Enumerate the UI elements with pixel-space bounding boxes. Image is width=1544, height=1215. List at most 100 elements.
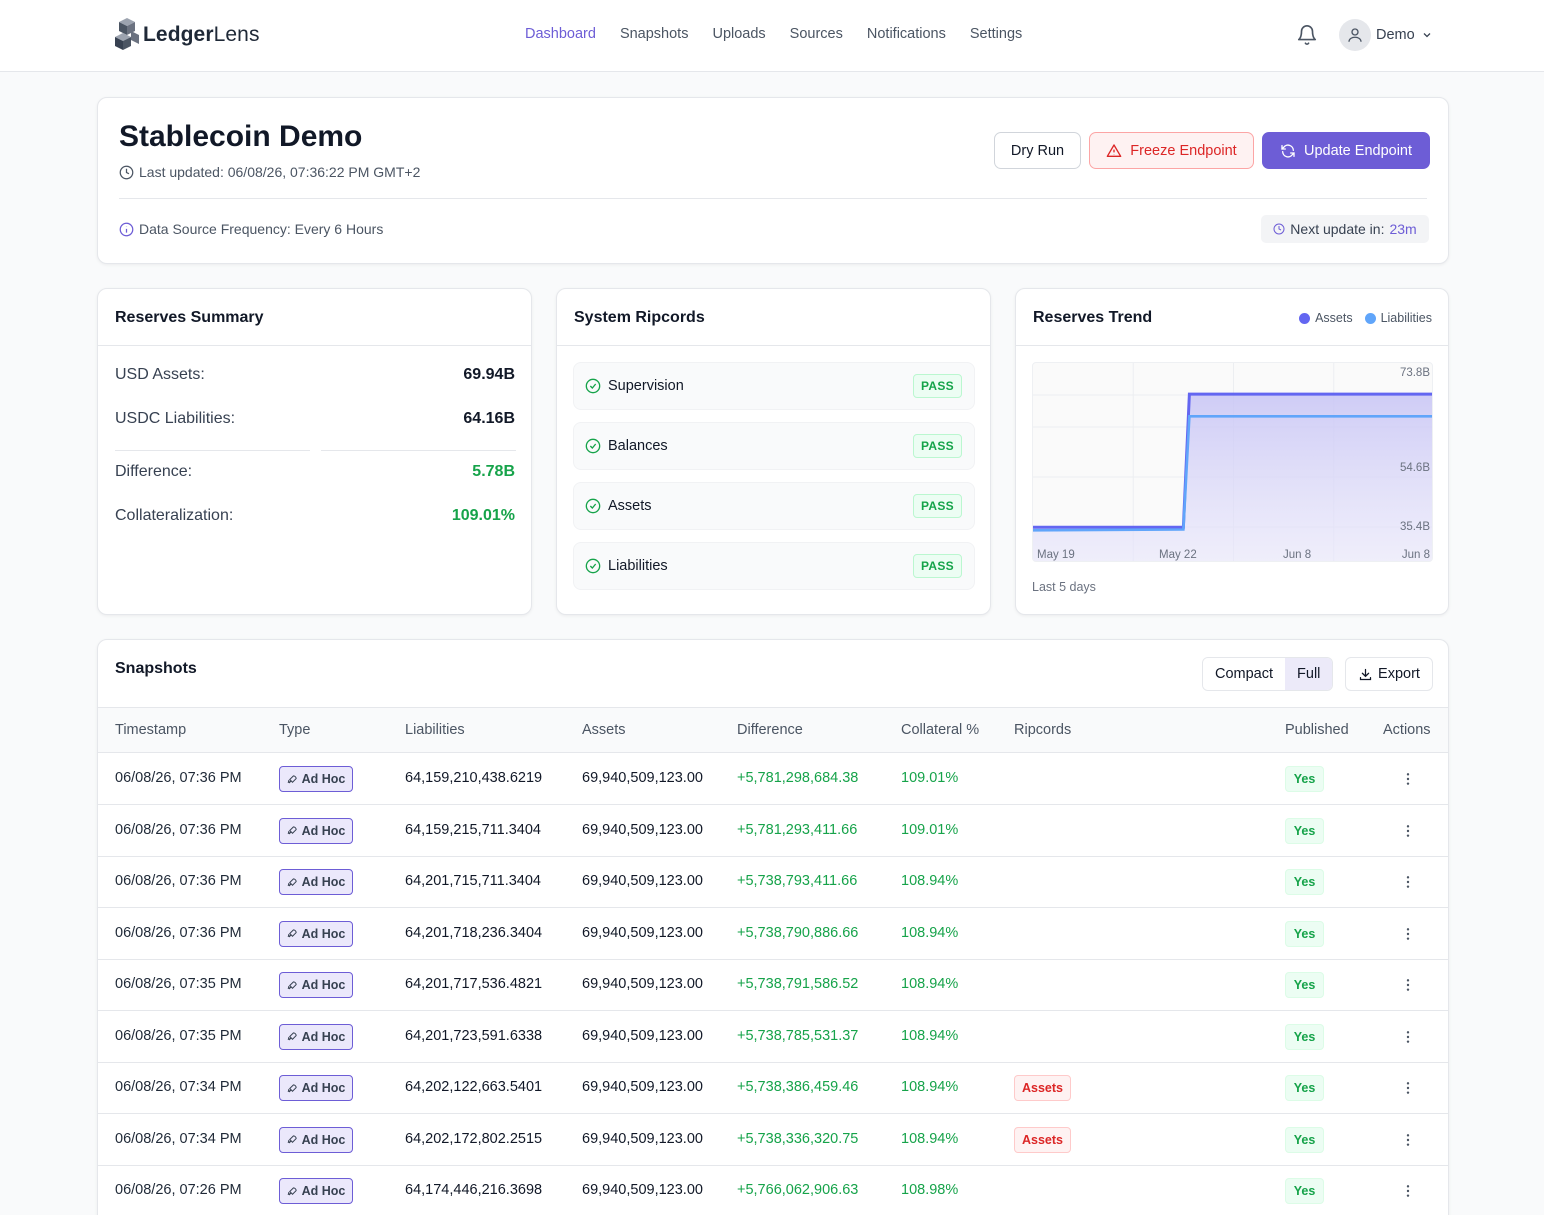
- legend-assets-label: Assets: [1315, 311, 1353, 325]
- table-row[interactable]: 06/08/26, 07:34 PM Ad Hoc 64,202,122,663.5…: [98, 1062, 1448, 1114]
- cell-assets: 69,940,509,123.00: [582, 1027, 703, 1044]
- more-vertical-icon: [1406, 1185, 1410, 1197]
- collateralization-value: 109.01%: [451, 507, 515, 524]
- published-badge: Yes: [1285, 1075, 1324, 1101]
- published-badge: Yes: [1285, 920, 1324, 947]
- col-type[interactable]: Type: [279, 722, 311, 738]
- more-vertical-icon: [1406, 927, 1410, 940]
- endpoint-header-card: Stablecoin Demo Last updated: 06/08/26, …: [97, 97, 1449, 264]
- more-vertical-icon: [1406, 1030, 1410, 1043]
- user-menu[interactable]: Demo: [1339, 19, 1433, 51]
- cell-assets: 69,940,509,123.00: [582, 976, 703, 992]
- trend-chart-svg: 73.8B 54.6B 35.4B May 19 May 22 Jun 8 Jun 8: [1033, 363, 1432, 561]
- col-actions: Actions: [1383, 722, 1431, 738]
- update-endpoint-button[interactable]: Update Endpoint: [1262, 132, 1430, 169]
- reserves-summary-title: Reserves Summary: [115, 309, 264, 326]
- download-icon: [1359, 668, 1372, 680]
- clock-icon: [1273, 223, 1285, 235]
- col-published[interactable]: Published: [1285, 722, 1349, 738]
- cell-assets: 69,940,509,123.00: [582, 924, 703, 941]
- row-actions-button[interactable]: [1398, 769, 1418, 789]
- cell-timestamp: 06/08/26, 07:36 PM: [115, 770, 242, 786]
- nav-sources[interactable]: Sources: [789, 26, 843, 42]
- pass-badge: PASS: [913, 374, 962, 398]
- table-row[interactable]: 06/08/26, 07:26 PM Ad Hoc 64,174,446,216.3…: [98, 1165, 1448, 1215]
- ripcord-label: Assets: [608, 498, 652, 514]
- type-badge: Ad Hoc: [279, 817, 353, 844]
- cell-assets: 69,940,509,123.00: [582, 770, 703, 786]
- row-actions-button[interactable]: [1398, 975, 1418, 995]
- table-row[interactable]: 06/08/26, 07:36 PM Ad Hoc 64,159,215,711.3…: [98, 805, 1448, 857]
- col-ripcords[interactable]: Ripcords: [1014, 722, 1072, 738]
- header-divider: [119, 198, 1427, 199]
- nav-snapshots[interactable]: Snapshots: [619, 26, 689, 42]
- update-endpoint-label: Update Endpoint: [1303, 142, 1413, 159]
- type-label: Ad Hoc: [301, 978, 346, 992]
- table-row[interactable]: 06/08/26, 07:36 PM Ad Hoc 64,159,210,438.6…: [98, 753, 1448, 805]
- x-tick-label: May 22: [1159, 549, 1197, 561]
- x-tick-label: Jun 8: [1283, 549, 1311, 561]
- cell-liabilities: 64,174,446,216.3698: [405, 1182, 543, 1198]
- row-actions-button[interactable]: [1398, 1027, 1418, 1047]
- row-actions-button[interactable]: [1398, 1078, 1418, 1098]
- ripcord-badge: Assets: [1014, 1075, 1071, 1101]
- col-difference[interactable]: Difference: [737, 722, 803, 738]
- nav-settings[interactable]: Settings: [969, 26, 1023, 42]
- table-row[interactable]: 06/08/26, 07:35 PM Ad Hoc 64,201,717,536.4…: [98, 959, 1448, 1011]
- col-collateral[interactable]: Collateral %: [901, 722, 980, 738]
- export-label: Export: [1378, 666, 1420, 682]
- type-badge: Ad Hoc: [279, 972, 353, 998]
- logo-text: LedgerLens: [143, 23, 260, 46]
- type-label: Ad Hoc: [301, 772, 346, 786]
- table-row[interactable]: 06/08/26, 07:36 PM Ad Hoc 64,201,718,236.3…: [98, 908, 1448, 960]
- row-actions-button[interactable]: [1398, 1181, 1418, 1201]
- row-actions-button[interactable]: [1398, 821, 1418, 841]
- dry-run-button[interactable]: Dry Run: [994, 132, 1081, 169]
- trend-chart: 73.8B 54.6B 35.4B May 19 May 22 Jun 8 Jun 8: [1032, 362, 1433, 562]
- type-label: Ad Hoc: [301, 1081, 346, 1095]
- col-assets[interactable]: Assets: [582, 722, 626, 738]
- freeze-endpoint-button[interactable]: Freeze Endpoint: [1089, 132, 1254, 169]
- cell-collateral: 108.94%: [901, 1130, 959, 1147]
- pass-badge: PASS: [913, 494, 962, 518]
- cell-collateral: 108.94%: [901, 873, 959, 889]
- nav-uploads[interactable]: Uploads: [712, 26, 766, 42]
- col-liabilities[interactable]: Liabilities: [405, 722, 465, 738]
- bell-icon[interactable]: [1296, 24, 1318, 46]
- nav-notifications[interactable]: Notifications: [866, 26, 946, 42]
- reserves-summary-card: Reserves Summary USD Assets: 69.94B USDC…: [97, 288, 532, 615]
- export-button[interactable]: Export: [1345, 657, 1433, 691]
- snapshots-card: Snapshots Compact Full Export Timestamp …: [97, 639, 1449, 1215]
- rocket-icon: [287, 826, 297, 835]
- cell-liabilities: 64,201,723,591.6338: [405, 1027, 543, 1044]
- legend-dot-liabilities: [1364, 312, 1376, 324]
- table-row[interactable]: 06/08/26, 07:36 PM Ad Hoc 64,201,715,711.3…: [98, 856, 1448, 908]
- more-vertical-icon: [1406, 1082, 1410, 1094]
- table-row[interactable]: 06/08/26, 07:35 PM Ad Hoc 64,201,723,591.6…: [98, 1011, 1448, 1063]
- cell-timestamp: 06/08/26, 07:36 PM: [115, 821, 242, 838]
- difference-row: Difference: 5.78B: [115, 463, 515, 481]
- nav-dashboard[interactable]: Dashboard: [525, 26, 596, 42]
- cell-timestamp: 06/08/26, 07:36 PM: [115, 873, 242, 889]
- cell-difference: +5,738,791,586.52: [737, 976, 859, 992]
- top-navbar: LedgerLens Dashboard Snapshots Uploads S…: [0, 0, 1544, 72]
- row-actions-button[interactable]: [1398, 924, 1418, 944]
- more-vertical-icon: [1406, 876, 1410, 888]
- row-actions-button[interactable]: [1398, 1130, 1418, 1150]
- collateralization-row: Collateralization: 109.01%: [115, 507, 515, 525]
- difference-value: 5.78B: [472, 463, 515, 480]
- view-compact-button[interactable]: Compact: [1203, 658, 1286, 690]
- ripcord-assets: Assets PASS: [573, 482, 975, 530]
- col-timestamp[interactable]: Timestamp: [115, 722, 187, 738]
- row-actions-button[interactable]: [1398, 872, 1418, 892]
- view-full-button[interactable]: Full: [1285, 658, 1333, 690]
- rocket-icon: [287, 1032, 297, 1041]
- ripcord-badge: Assets: [1014, 1126, 1071, 1153]
- logo[interactable]: LedgerLens: [115, 16, 260, 54]
- cell-assets: 69,940,509,123.00: [582, 1130, 703, 1147]
- ripcord-label: Liabilities: [608, 558, 668, 574]
- table-row[interactable]: 06/08/26, 07:34 PM Ad Hoc 64,202,172,802.2…: [98, 1114, 1448, 1166]
- ripcords-title: System Ripcords: [574, 309, 705, 326]
- cell-timestamp: 06/08/26, 07:35 PM: [115, 976, 242, 992]
- cell-difference: +5,766,062,906.63: [737, 1182, 859, 1198]
